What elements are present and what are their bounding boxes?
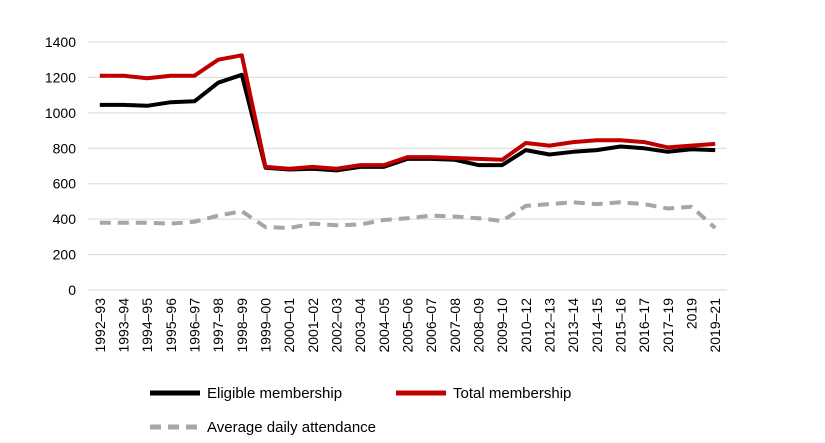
x-axis-tick-labels: 1992–93 1993–94 1994–95 1995–96 1996–97 1997–… (92, 298, 723, 353)
legend-label-total-membership: Total membership (453, 385, 571, 402)
x-tick-label: 2014–15 (589, 298, 605, 353)
y-axis-tick-labels: 0 200 400 600 800 1000 1200 1400 (45, 34, 76, 298)
legend: Eligible membership Total membership Ave… (150, 385, 571, 436)
x-tick-label: 2010–12 (518, 298, 534, 353)
x-tick-label: 2012–13 (542, 298, 558, 353)
series-line-total-membership (99, 53, 716, 171)
x-tick-label: 2017–19 (660, 298, 676, 353)
series-lines (99, 53, 717, 230)
y-tick-label: 400 (53, 211, 77, 227)
y-tick-label: 1000 (45, 105, 76, 121)
x-tick-label: 2001–02 (305, 298, 321, 353)
y-tick-label: 600 (53, 176, 77, 192)
x-tick-label: 2002–03 (329, 298, 345, 353)
x-tick-label: 2009–10 (494, 298, 510, 353)
x-tick-label: 2015–16 (613, 298, 629, 353)
x-tick-label: 1994–95 (139, 298, 155, 353)
x-tick-label: 1995–96 (163, 298, 179, 353)
x-tick-label: 2004–05 (376, 298, 392, 353)
x-tick-label: 2019 (684, 298, 700, 329)
x-tick-label: 1999–00 (258, 298, 274, 353)
x-tick-label: 1992–93 (92, 298, 108, 353)
y-tick-label: 200 (53, 247, 77, 263)
x-tick-label: 1997–98 (210, 298, 226, 353)
x-tick-label: 2000–01 (281, 298, 297, 353)
x-tick-label: 1996–97 (187, 298, 203, 353)
y-tick-label: 0 (68, 282, 76, 298)
x-tick-label: 2019–21 (707, 298, 723, 353)
x-tick-label: 2007–08 (447, 298, 463, 353)
y-tick-label: 1200 (45, 69, 76, 85)
x-tick-label: 1993–94 (116, 298, 132, 353)
x-tick-label: 2013–14 (565, 298, 581, 353)
y-tick-label: 800 (53, 140, 77, 156)
legend-label-average-daily-attendance: Average daily attendance (207, 419, 376, 436)
legend-label-eligible-membership: Eligible membership (207, 385, 342, 402)
x-tick-label: 1998–99 (234, 298, 250, 353)
y-tick-label: 1400 (45, 34, 76, 50)
series-line-average-daily-attendance (99, 200, 717, 230)
x-tick-label: 2005–06 (400, 298, 416, 353)
x-tick-label: 2016–17 (636, 298, 652, 353)
x-tick-label: 2003–04 (352, 298, 368, 353)
x-tick-label: 2008–09 (471, 298, 487, 353)
x-tick-label: 2006–07 (423, 298, 439, 353)
